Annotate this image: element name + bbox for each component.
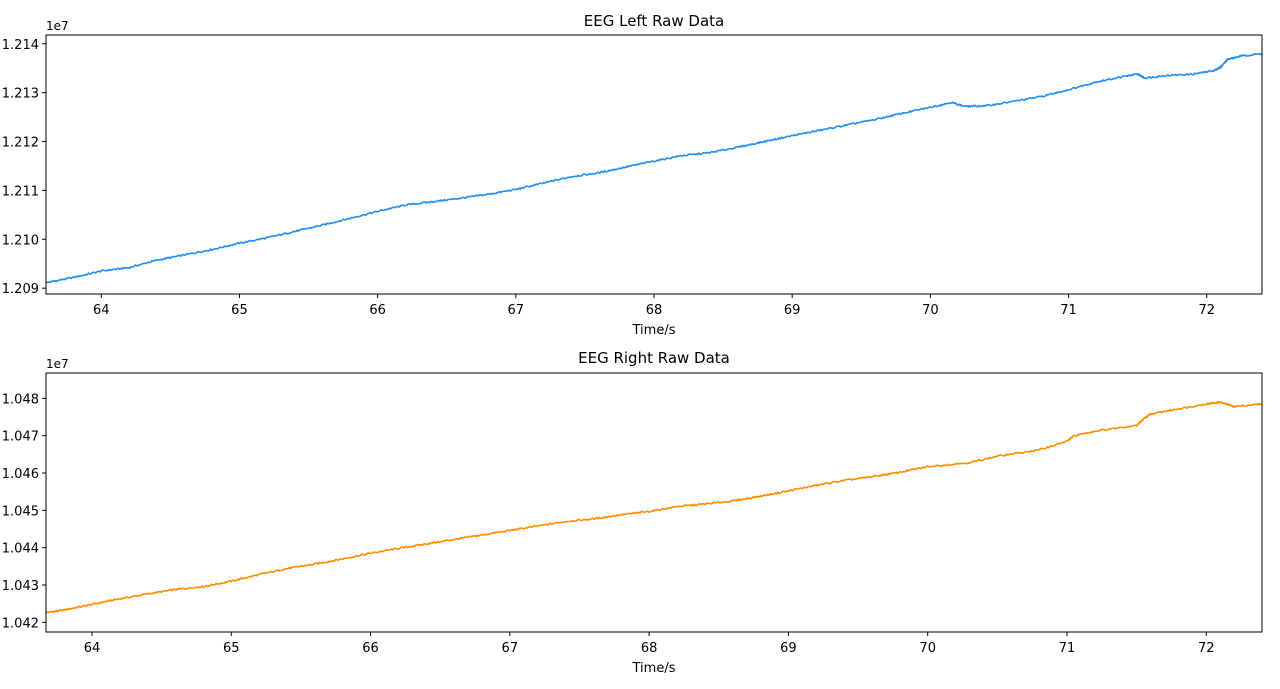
y-offset-label-left: 1e7 xyxy=(46,19,69,33)
x-tick-label: 65 xyxy=(231,303,248,318)
y-ticks-right: 1.042 1.043 1.044 1.045 1.046 1.047 1.048 xyxy=(2,392,46,631)
y-tick-label: 1.046 xyxy=(2,467,39,482)
x-tick-label: 68 xyxy=(641,641,658,656)
chart-panel-left: EEG Left Raw Data 1e7 64 65 66 67 68 69 70 71 72… xyxy=(2,12,1263,338)
x-ticks-right: 64 65 66 67 68 69 70 71 72 xyxy=(84,632,1215,656)
y-tick-label: 1.212 xyxy=(2,136,39,151)
y-tick-label: 1.211 xyxy=(2,184,39,199)
x-tick-label: 64 xyxy=(84,641,101,656)
x-tick-label: 66 xyxy=(362,641,379,656)
series-line-eeg-left xyxy=(45,52,1263,284)
x-axis-label-left: Time/s xyxy=(632,323,676,338)
chart-title-right: EEG Right Raw Data xyxy=(578,349,730,367)
x-tick-label: 64 xyxy=(93,303,110,318)
y-tick-label: 1.044 xyxy=(2,542,39,557)
x-tick-label: 71 xyxy=(1059,641,1076,656)
y-tick-label: 1.045 xyxy=(2,504,39,519)
x-tick-label: 67 xyxy=(508,303,525,318)
y-tick-label: 1.209 xyxy=(2,282,39,297)
y-tick-label: 1.214 xyxy=(2,38,39,53)
y-tick-label: 1.048 xyxy=(2,392,39,407)
y-tick-label: 1.042 xyxy=(2,616,39,631)
x-tick-label: 68 xyxy=(646,303,663,318)
x-tick-label: 67 xyxy=(502,641,519,656)
x-tick-label: 70 xyxy=(922,303,939,318)
x-ticks-left: 64 65 66 67 68 69 70 71 72 xyxy=(93,294,1215,318)
x-tick-label: 69 xyxy=(780,641,797,656)
x-axis-label-right: Time/s xyxy=(632,661,676,676)
x-tick-label: 72 xyxy=(1198,303,1215,318)
y-tick-label: 1.043 xyxy=(2,579,39,594)
x-tick-label: 69 xyxy=(784,303,801,318)
series-line-eeg-right xyxy=(45,400,1263,614)
x-tick-label: 65 xyxy=(223,641,240,656)
axes-frame-right xyxy=(45,372,1263,633)
x-tick-label: 71 xyxy=(1060,303,1077,318)
x-tick-label: 66 xyxy=(369,303,386,318)
y-offset-label-right: 1e7 xyxy=(46,357,69,371)
chart-panel-right: EEG Right Raw Data 1e7 64 65 66 67 68 69 70 71 7… xyxy=(2,349,1263,676)
x-tick-label: 70 xyxy=(919,641,936,656)
y-tick-label: 1.047 xyxy=(2,430,39,445)
y-tick-label: 1.213 xyxy=(2,87,39,102)
x-tick-label: 72 xyxy=(1198,641,1215,656)
chart-title-left: EEG Left Raw Data xyxy=(584,12,724,30)
y-tick-label: 1.210 xyxy=(2,233,39,248)
y-ticks-left: 1.209 1.210 1.211 1.212 1.213 1.214 xyxy=(2,38,46,297)
